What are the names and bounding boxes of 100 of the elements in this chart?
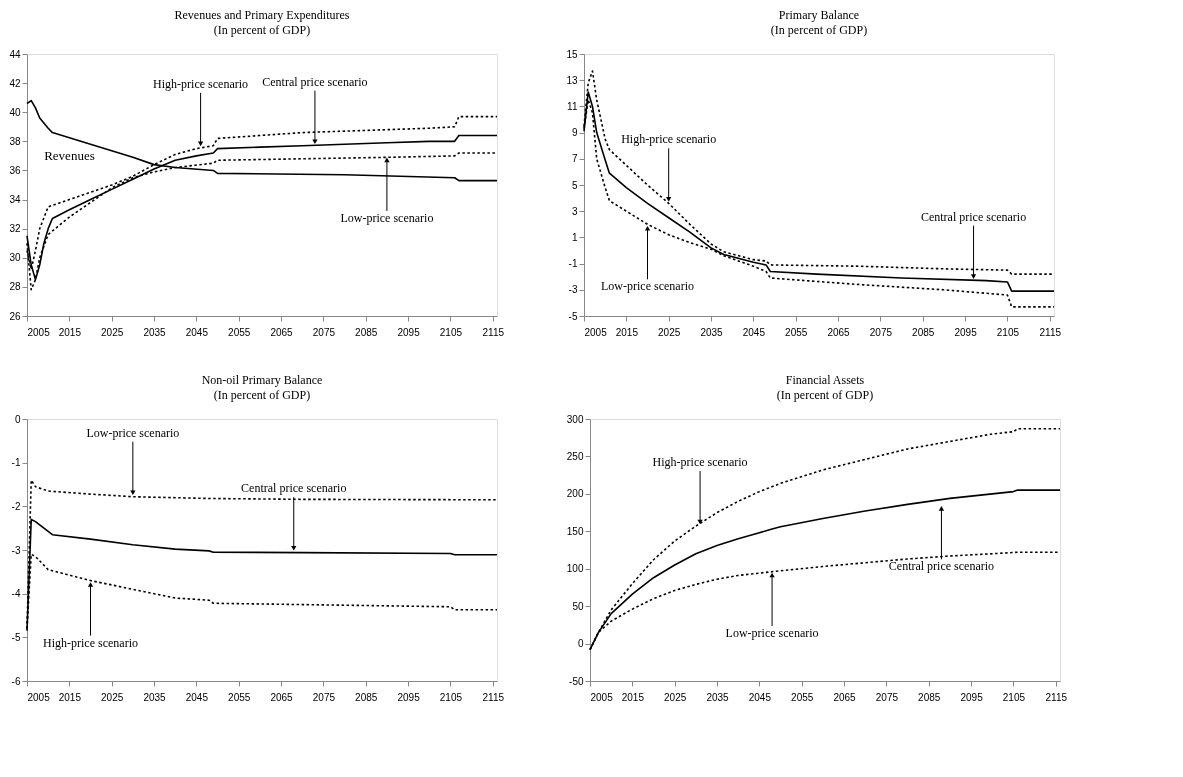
x-tick-label: 2085 (355, 691, 378, 703)
x-tick-label: 2045 (185, 691, 209, 703)
chart-title: Non-oil Primary Balance (201, 373, 323, 387)
y-tick-label: 5 (571, 179, 578, 191)
x-tick-label: 2035 (143, 326, 167, 338)
chart-subtitle: (In percent of GDP) (213, 388, 311, 402)
x-tick-label: 2045 (748, 691, 772, 703)
annotation: Central price scenario (888, 559, 995, 574)
x-tick-label: 2025 (101, 326, 124, 338)
x-tick-label: 2035 (706, 691, 730, 703)
x-tick-label: 2035 (700, 326, 724, 338)
x-tick-label: 2005 (590, 691, 614, 703)
x-tick-label: 2045 (742, 326, 766, 338)
y-tick-label: -4 (11, 588, 21, 600)
x-tick-label: 2075 (312, 326, 336, 338)
x-tick-label: 2055 (791, 691, 814, 703)
x-tick-label: 2105 (1002, 691, 1026, 703)
y-tick-label: -1 (11, 457, 21, 469)
y-tick-label: 13 (566, 74, 578, 86)
x-tick-label: 2085 (355, 326, 378, 338)
x-tick-label: 2015 (58, 691, 82, 703)
x-tick-label: 2105 (439, 691, 463, 703)
y-tick-label: 200 (566, 488, 584, 500)
y-tick-label: 34 (9, 194, 21, 206)
y-tick-label: 30 (9, 252, 21, 264)
y-tick-label: -2 (11, 500, 21, 512)
chart-subtitle: (In percent of GDP) (776, 388, 874, 402)
x-tick-label: 2055 (228, 326, 251, 338)
x-tick-label: 2095 (960, 691, 984, 703)
chart-title: Financial Assets (785, 373, 865, 387)
y-tick-label: 28 (9, 281, 21, 293)
x-tick-label: 2065 (270, 691, 294, 703)
x-tick-label: 2115 (482, 691, 505, 703)
y-tick-label: 300 (566, 413, 584, 425)
y-tick-label: -6 (11, 675, 21, 687)
y-tick-label: 0 (14, 413, 21, 425)
x-tick-label: 2075 (875, 691, 899, 703)
annotation: Low-price scenario (340, 210, 434, 225)
x-tick-label: 2035 (143, 691, 167, 703)
chart-subtitle: (In percent of GDP) (213, 23, 311, 37)
y-tick-label: -5 (568, 310, 578, 322)
y-tick-label: 36 (9, 164, 21, 176)
x-tick-label: 2115 (482, 326, 505, 338)
y-tick-label: 32 (9, 223, 21, 235)
x-tick-label: 2015 (621, 691, 645, 703)
annotation: High-price scenario (621, 132, 717, 147)
y-tick-label: 9 (571, 127, 578, 139)
x-tick-label: 2115 (1045, 691, 1068, 703)
y-tick-label: 3 (571, 205, 578, 217)
annotation: Central price scenario (241, 481, 347, 496)
x-tick-label: 2095 (397, 326, 421, 338)
y-tick-label: 44 (9, 48, 21, 60)
annotation: High-price scenario (43, 635, 138, 650)
annotation: Central price scenario (920, 209, 1027, 224)
x-tick-label: 2005 (584, 326, 608, 338)
y-tick-label: -3 (11, 544, 21, 556)
y-tick-label: 50 (572, 600, 584, 612)
y-tick-label: 42 (9, 77, 21, 89)
x-tick-label: 2065 (833, 691, 857, 703)
x-tick-label: 2055 (228, 691, 251, 703)
y-tick-label: -50 (569, 675, 584, 687)
y-tick-label: 11 (567, 100, 578, 112)
y-tick-label: -3 (568, 284, 578, 296)
annotation: High-price scenario (652, 455, 748, 470)
series-label: Revenues (44, 148, 95, 164)
y-tick-label: -5 (11, 631, 21, 643)
x-tick-label: 2075 (312, 691, 336, 703)
y-tick-label: 40 (9, 106, 21, 118)
annotation: Low-price scenario (601, 279, 694, 294)
chart-title: Revenues and Primary Expenditures (174, 8, 350, 22)
x-tick-label: 2025 (664, 691, 687, 703)
x-tick-label: 2005 (27, 326, 51, 338)
x-tick-label: 2055 (785, 326, 808, 338)
x-tick-label: 2075 (869, 326, 893, 338)
x-tick-label: 2105 (439, 326, 463, 338)
annotation: Central price scenario (262, 74, 368, 89)
y-tick-label: 26 (9, 310, 21, 322)
x-tick-label: 2085 (912, 326, 935, 338)
y-tick-label: 150 (566, 525, 584, 537)
y-tick-label: 15 (566, 48, 578, 60)
x-tick-label: 2065 (827, 326, 851, 338)
x-tick-label: 2105 (996, 326, 1020, 338)
y-tick-label: -1 (568, 258, 578, 270)
y-tick-label: 250 (566, 450, 584, 462)
x-tick-label: 2015 (58, 326, 82, 338)
x-tick-label: 2005 (27, 691, 51, 703)
x-tick-label: 2115 (1039, 326, 1062, 338)
x-tick-label: 2095 (397, 691, 421, 703)
annotation: High-price scenario (153, 76, 249, 91)
x-tick-label: 2095 (954, 326, 978, 338)
y-tick-label: 1 (571, 231, 578, 243)
y-tick-label: 38 (9, 135, 21, 147)
y-tick-label: 7 (571, 153, 578, 165)
y-tick-label: 0 (577, 638, 584, 650)
x-tick-label: 2015 (615, 326, 639, 338)
x-tick-label: 2065 (270, 326, 294, 338)
x-tick-label: 2025 (658, 326, 681, 338)
x-tick-label: 2025 (101, 691, 124, 703)
annotation: Low-price scenario (86, 425, 180, 440)
chart-title: Primary Balance (778, 8, 860, 22)
